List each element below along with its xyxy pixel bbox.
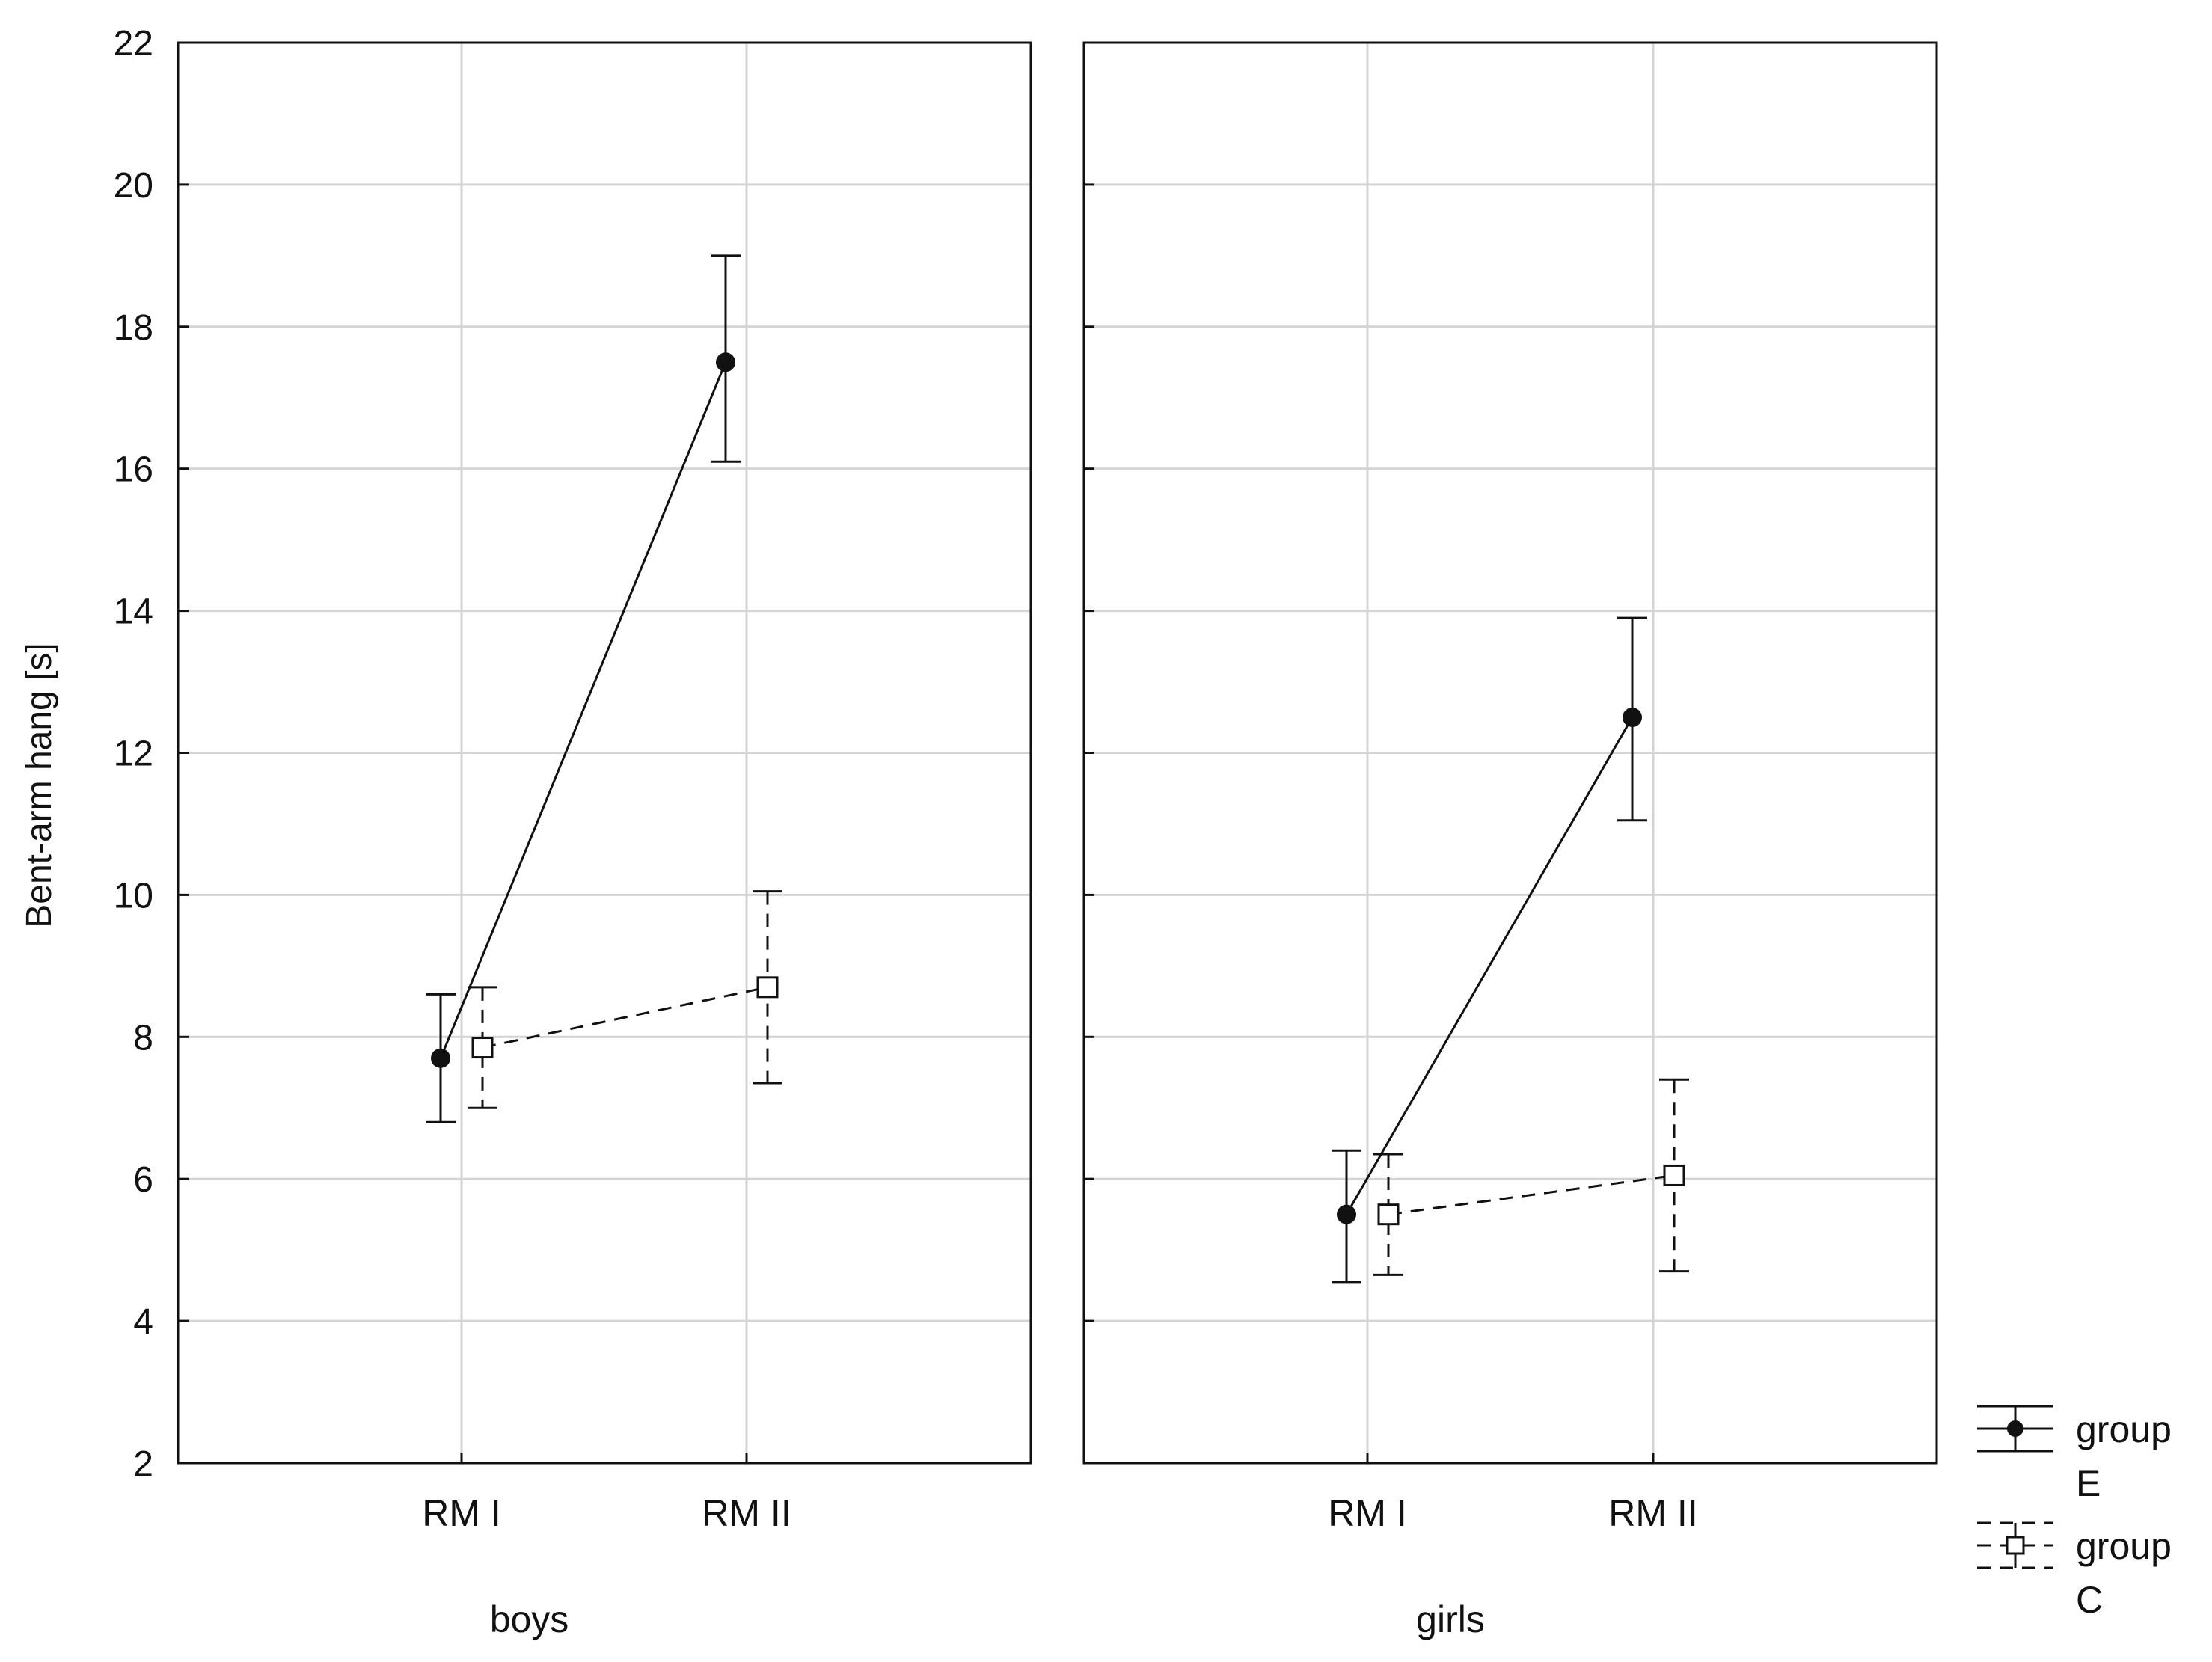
y-tick-label: 12 [114, 735, 153, 774]
legend-entry-1: group C [1977, 1521, 2172, 1621]
panel-label-girls: girls [1416, 1598, 1485, 1640]
panel-label-boys: boys [490, 1598, 569, 1640]
series-group-C-girls [1373, 1078, 1689, 1276]
y-tick-label: 16 [114, 450, 153, 490]
legend-marker [2006, 1536, 2025, 1555]
grid-layer [178, 43, 1937, 1463]
y-tick-label: 14 [114, 592, 153, 632]
x-tick-label: RM II [1608, 1492, 1697, 1534]
y-tick-label: 18 [114, 308, 153, 348]
legend-label: group [2076, 1525, 2172, 1567]
series-layer [426, 254, 1689, 1284]
series-line [1345, 717, 1634, 1215]
x-tick-label: RM I [422, 1492, 501, 1534]
series-line [482, 986, 768, 1049]
data-point [431, 1048, 450, 1068]
legend-marker [2007, 1420, 2023, 1437]
series-line [1388, 1174, 1675, 1216]
y-tick-label: 10 [114, 876, 153, 916]
legend-label: group [2076, 1408, 2172, 1450]
y-tick-label: 8 [133, 1018, 153, 1058]
legend-label: C [2076, 1579, 2103, 1621]
y-tick-label: 2 [133, 1444, 153, 1484]
y-tick-label: 6 [133, 1160, 153, 1200]
series-group-C-boys [468, 890, 782, 1109]
data-point [756, 976, 779, 999]
series-line [439, 361, 727, 1059]
data-point [1337, 1204, 1356, 1224]
y-tick-label: 4 [133, 1302, 153, 1342]
legend-label: E [2076, 1462, 2101, 1504]
y-tick-label: 20 [114, 166, 153, 206]
series-group-E-boys [426, 254, 741, 1123]
x-tick-label: RM II [702, 1492, 791, 1534]
y-axis-label: Bent-arm hang [s] [19, 643, 59, 928]
data-point [1377, 1203, 1400, 1226]
series-group-E-girls [1332, 616, 1647, 1284]
data-point [471, 1037, 494, 1059]
legend-entry-0: group E [1977, 1405, 2172, 1504]
data-point [1623, 708, 1642, 728]
data-point [716, 352, 735, 372]
axis-layer: RM I RM II boys RM I RM II girls 2 4 6 8 10 12 14 16 1… [114, 24, 1698, 1640]
x-tick-label: RM I [1328, 1492, 1407, 1534]
data-point [1663, 1164, 1685, 1186]
y-tick-label: 22 [114, 24, 153, 64]
